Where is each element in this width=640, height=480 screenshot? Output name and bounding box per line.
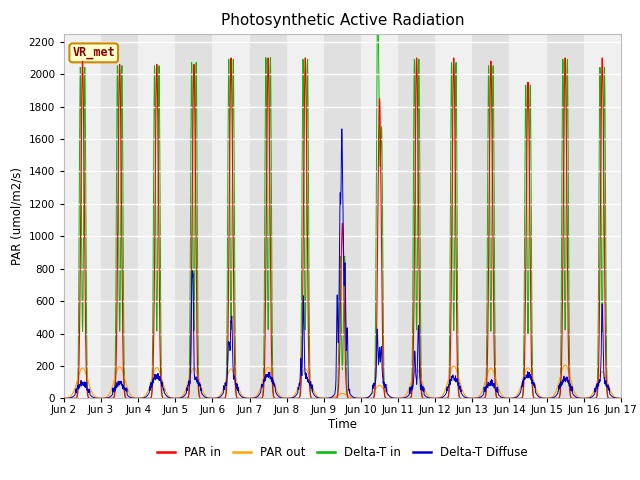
Bar	[138, 34, 175, 398]
Legend: PAR in, PAR out, Delta-T in, Delta-T Diffuse: PAR in, PAR out, Delta-T in, Delta-T Dif…	[152, 441, 532, 464]
Bar	[212, 34, 250, 398]
Bar	[250, 34, 287, 398]
Bar	[435, 34, 472, 398]
Bar	[398, 34, 435, 398]
Bar	[101, 34, 138, 398]
Text: VR_met: VR_met	[72, 47, 115, 60]
Bar	[509, 34, 547, 398]
X-axis label: Time: Time	[328, 418, 357, 431]
Bar	[547, 34, 584, 398]
Bar	[175, 34, 212, 398]
Title: Photosynthetic Active Radiation: Photosynthetic Active Radiation	[221, 13, 464, 28]
Bar	[287, 34, 324, 398]
Bar	[64, 34, 101, 398]
Bar	[472, 34, 509, 398]
Bar	[584, 34, 621, 398]
Y-axis label: PAR (umol/m2/s): PAR (umol/m2/s)	[10, 167, 23, 265]
Bar	[324, 34, 361, 398]
Bar	[361, 34, 398, 398]
